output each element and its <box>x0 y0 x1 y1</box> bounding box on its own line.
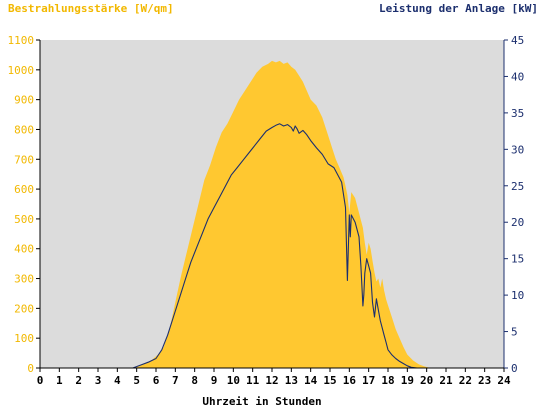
right-tick-label: 20 <box>511 216 524 229</box>
right-tick-label: 10 <box>511 289 524 302</box>
left-tick-label: 0 <box>27 362 34 375</box>
right-tick-label: 5 <box>511 326 518 339</box>
right-tick-label: 40 <box>511 70 524 83</box>
x-tick-label: 16 <box>343 374 357 387</box>
right-tick-label: 25 <box>511 180 524 193</box>
x-tick-label: 17 <box>362 374 375 387</box>
x-tick-label: 18 <box>381 374 394 387</box>
left-tick-label: 900 <box>14 94 34 107</box>
x-tick-label: 23 <box>478 374 491 387</box>
left-tick-label: 400 <box>14 243 34 256</box>
left-tick-label: 600 <box>14 183 34 196</box>
right-tick-label: 45 <box>511 34 524 47</box>
x-tick-label: 8 <box>191 374 198 387</box>
x-tick-label: 11 <box>246 374 260 387</box>
x-tick-label: 5 <box>133 374 140 387</box>
chart-marks <box>40 60 504 369</box>
x-tick-label: 24 <box>497 374 511 387</box>
right-tick-label: 0 <box>511 362 518 375</box>
x-tick-label: 1 <box>56 374 63 387</box>
x-tick-label: 19 <box>401 374 414 387</box>
left-tick-label: 300 <box>14 273 34 286</box>
x-tick-label: 22 <box>459 374 472 387</box>
x-tick-label: 4 <box>114 374 121 387</box>
right-tick-label: 15 <box>511 253 524 266</box>
left-tick-label: 800 <box>14 123 34 136</box>
x-tick-label: 6 <box>153 374 160 387</box>
left-tick-label: 200 <box>14 302 34 315</box>
x-tick-label: 20 <box>420 374 433 387</box>
left-tick-label: 100 <box>14 332 34 345</box>
x-tick-label: 15 <box>323 374 336 387</box>
chart-axes: 0100200300400500600700800900100011000510… <box>8 34 525 387</box>
x-tick-label: 10 <box>227 374 240 387</box>
irradiance-area <box>40 60 504 369</box>
x-axis-label: Uhrzeit in Stunden <box>202 395 321 408</box>
power-line <box>40 123 504 369</box>
left-tick-label: 500 <box>14 213 34 226</box>
left-tick-label: 1000 <box>8 64 35 77</box>
x-tick-label: 9 <box>211 374 218 387</box>
x-tick-label: 0 <box>37 374 44 387</box>
x-tick-label: 3 <box>95 374 102 387</box>
right-tick-label: 30 <box>511 143 524 156</box>
x-tick-label: 2 <box>75 374 82 387</box>
right-tick-label: 35 <box>511 107 524 120</box>
left-tick-label: 700 <box>14 153 34 166</box>
left-axis-title: Bestrahlungsstärke [W/qm] <box>8 2 174 15</box>
x-tick-label: 13 <box>285 374 298 387</box>
x-tick-label: 7 <box>172 374 179 387</box>
left-tick-label: 1100 <box>8 34 35 47</box>
right-axis-title: Leistung der Anlage [kW] <box>379 2 538 15</box>
x-tick-label: 12 <box>265 374 278 387</box>
x-tick-label: 21 <box>439 374 453 387</box>
x-tick-label: 14 <box>304 374 318 387</box>
